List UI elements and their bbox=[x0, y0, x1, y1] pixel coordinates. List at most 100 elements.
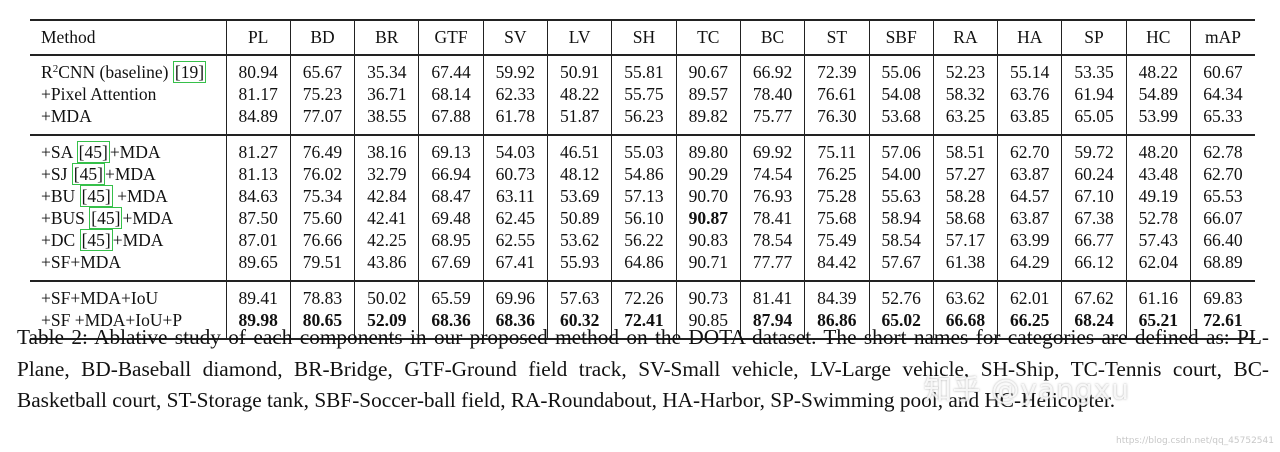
method-name-prefix: +SF+MDA bbox=[41, 252, 122, 273]
method-cell: +BU [45] +MDA bbox=[30, 185, 226, 208]
ablation-table: Method PL BD BR GTF SV LV SH TC BC ST SBF RA HA SP HC mA… bbox=[30, 19, 1255, 340]
value-cell-st: 75.68 bbox=[804, 208, 869, 230]
value-cell-sv: 62.33 bbox=[482, 84, 548, 106]
value-cell-map: 69.83 bbox=[1189, 280, 1255, 310]
table-row: +BU [45] +MDA 84.63 75.34 42.84 68.47 63.11 53… bbox=[30, 185, 1255, 208]
value-cell-lv: 53.62 bbox=[547, 230, 612, 252]
header-sp: SP bbox=[1061, 19, 1127, 56]
header-tc: TC bbox=[675, 19, 741, 56]
value-cell-hc: 57.43 bbox=[1125, 230, 1191, 252]
value-cell-hc: 53.99 bbox=[1125, 106, 1191, 135]
value-cell-ra: 61.38 bbox=[932, 252, 998, 281]
value-cell-br: 38.55 bbox=[354, 106, 419, 135]
value-cell-lv: 60.32 bbox=[547, 310, 612, 340]
header-ra: RA bbox=[932, 19, 998, 56]
value-cell-gtf: 67.44 bbox=[418, 55, 484, 84]
value-cell-bd: 76.02 bbox=[289, 164, 355, 186]
value-cell-sh: 55.75 bbox=[611, 84, 677, 106]
value-cell-sbf: 65.02 bbox=[868, 310, 934, 340]
value-cell-pl: 87.01 bbox=[225, 230, 291, 252]
value-cell-gtf: 69.48 bbox=[418, 208, 484, 230]
value-cell-bc: 74.54 bbox=[739, 164, 805, 186]
value-cell-ha: 64.57 bbox=[997, 186, 1062, 208]
header-gtf: GTF bbox=[418, 19, 484, 56]
value-cell-sp: 53.35 bbox=[1061, 55, 1127, 84]
row-group-1: R2CNN (baseline) [19] 80.94 65.67 35.34 67.4… bbox=[30, 55, 1255, 135]
citation-link[interactable]: [19] bbox=[172, 61, 207, 84]
value-cell-br: 35.34 bbox=[354, 55, 419, 84]
value-cell-map: 72.61 bbox=[1189, 310, 1255, 340]
value-cell-map: 62.70 bbox=[1189, 164, 1255, 186]
header-ha: HA bbox=[997, 19, 1062, 56]
value-cell-gtf: 66.94 bbox=[418, 164, 484, 186]
value-cell-br: 38.16 bbox=[354, 134, 419, 164]
value-cell-st: 84.39 bbox=[804, 280, 869, 310]
value-cell-map: 64.34 bbox=[1189, 84, 1255, 106]
method-name-prefix: +Pixel Attention bbox=[41, 84, 157, 105]
value-cell-ra: 63.62 bbox=[932, 280, 998, 310]
citation-link[interactable]: [45] bbox=[79, 185, 113, 208]
value-cell-lv: 53.69 bbox=[547, 186, 612, 208]
value-cell-br: 43.86 bbox=[354, 252, 419, 281]
table-row: +Pixel Attention 81.17 75.23 36.71 68.14 62.3… bbox=[30, 84, 1255, 106]
value-cell-br: 32.79 bbox=[354, 164, 419, 186]
value-cell-br: 42.41 bbox=[354, 208, 419, 230]
value-cell-bd: 75.60 bbox=[289, 208, 355, 230]
value-cell-sv: 60.73 bbox=[482, 164, 548, 186]
value-cell-sh: 57.13 bbox=[611, 186, 677, 208]
method-name-prefix: +SJ bbox=[41, 164, 72, 185]
value-cell-tc: 90.67 bbox=[675, 55, 741, 84]
value-cell-ha: 55.14 bbox=[997, 55, 1062, 84]
value-cell-sv: 63.11 bbox=[482, 186, 548, 208]
value-cell-br: 42.84 bbox=[354, 186, 419, 208]
value-cell-st: 76.25 bbox=[804, 164, 869, 186]
value-cell-sbf: 55.63 bbox=[868, 186, 934, 208]
citation-link[interactable]: [45] bbox=[79, 229, 113, 252]
value-cell-bc: 75.77 bbox=[739, 106, 805, 135]
method-cell: +SJ [45] +MDA bbox=[30, 163, 226, 186]
value-cell-sbf: 54.08 bbox=[868, 84, 934, 106]
header-bd: BD bbox=[289, 19, 355, 56]
value-cell-gtf: 67.88 bbox=[418, 106, 484, 135]
value-cell-ra: 66.68 bbox=[932, 310, 998, 340]
header-bc: BC bbox=[739, 19, 805, 56]
value-cell-hc: 49.19 bbox=[1125, 186, 1191, 208]
method-name-suffix: +MDA bbox=[112, 186, 168, 207]
value-cell-ha: 62.70 bbox=[997, 134, 1062, 164]
table-row: +DC [45] +MDA 87.01 76.66 42.25 68.95 62.55 53.… bbox=[30, 229, 1255, 252]
method-name-prefix: +BU bbox=[41, 186, 80, 207]
header-sh: SH bbox=[611, 19, 677, 56]
value-cell-hc: 43.48 bbox=[1125, 164, 1191, 186]
value-cell-pl: 89.98 bbox=[225, 310, 291, 340]
method-cell: +MDA bbox=[30, 106, 226, 135]
value-cell-map: 65.33 bbox=[1189, 106, 1255, 135]
table-caption: Table 2: Ablative study of each componen… bbox=[17, 325, 1269, 412]
value-cell-hc: 65.21 bbox=[1125, 310, 1191, 340]
citation-link[interactable]: [45] bbox=[76, 141, 110, 164]
table-row: +MDA 84.89 77.07 38.55 67.88 61.78 51.87 56.23 8… bbox=[30, 106, 1255, 135]
value-cell-sp: 67.10 bbox=[1061, 186, 1127, 208]
value-cell-pl: 81.13 bbox=[225, 164, 291, 186]
value-cell-ra: 58.51 bbox=[932, 134, 998, 164]
value-cell-lv: 51.87 bbox=[547, 106, 612, 135]
value-cell-pl: 87.50 bbox=[225, 208, 291, 230]
value-cell-ha: 63.99 bbox=[997, 230, 1062, 252]
method-name-prefix: +BUS bbox=[41, 208, 90, 229]
value-cell-ha: 63.87 bbox=[997, 164, 1062, 186]
method-cell: +SF+MDA bbox=[30, 252, 226, 281]
citation-link[interactable]: [45] bbox=[71, 163, 105, 186]
value-cell-bc: 87.94 bbox=[739, 310, 805, 340]
value-cell-ra: 63.25 bbox=[932, 106, 998, 135]
value-cell-br: 42.25 bbox=[354, 230, 419, 252]
value-cell-sv: 67.41 bbox=[482, 252, 548, 281]
value-cell-sv: 59.92 bbox=[482, 55, 548, 84]
value-cell-bd: 80.65 bbox=[289, 310, 355, 340]
citation-link[interactable]: [45] bbox=[89, 207, 123, 230]
value-cell-sh: 55.81 bbox=[611, 55, 677, 84]
value-cell-tc: 89.57 bbox=[675, 84, 741, 106]
value-cell-sp: 60.24 bbox=[1061, 164, 1127, 186]
value-cell-bc: 69.92 bbox=[739, 134, 805, 164]
value-cell-ha: 63.85 bbox=[997, 106, 1062, 135]
value-cell-ra: 58.32 bbox=[932, 84, 998, 106]
value-cell-tc: 89.82 bbox=[675, 106, 741, 135]
